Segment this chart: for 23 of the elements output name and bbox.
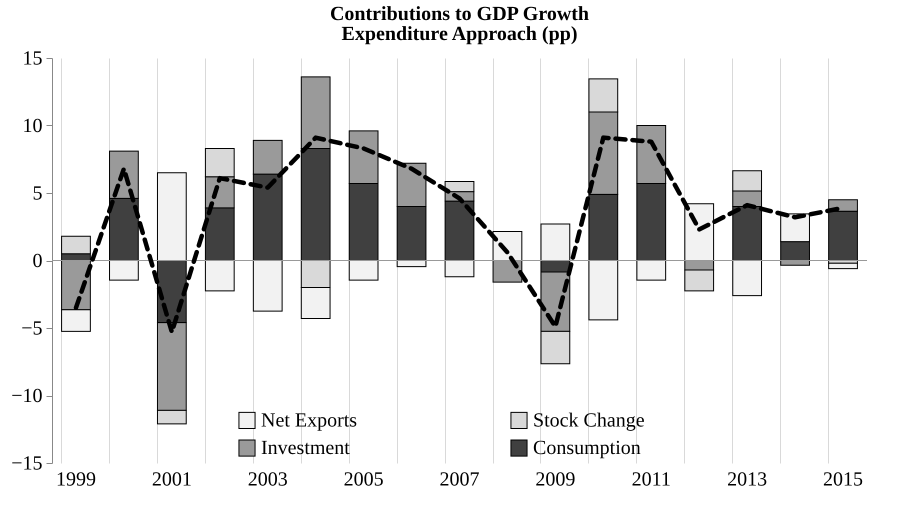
x-tick-label: 2001 bbox=[152, 468, 192, 490]
x-tick-label: 2013 bbox=[727, 468, 768, 490]
bar bbox=[828, 262, 858, 270]
x-tick-label: 1999 bbox=[56, 468, 96, 490]
y-tick-label: 10 bbox=[22, 115, 42, 137]
legend-label: Consumption bbox=[533, 437, 641, 459]
x-tick-label: 2007 bbox=[440, 468, 480, 490]
x-tick-label: 2015 bbox=[823, 468, 864, 490]
y-tick-label: −15 bbox=[11, 452, 42, 474]
legend-label: Stock Change bbox=[533, 409, 645, 432]
chart-subtitle: Expenditure Approach (pp) bbox=[342, 23, 578, 45]
y-tick-label: −10 bbox=[11, 385, 42, 407]
y-tick-label: 5 bbox=[32, 182, 42, 204]
legend-label: Investment bbox=[261, 437, 350, 459]
y-tick-label: 15 bbox=[22, 48, 42, 70]
y-tick-label: 0 bbox=[32, 250, 42, 272]
legend-label: Net Exports bbox=[261, 409, 358, 432]
x-tick-label: 2011 bbox=[632, 468, 671, 490]
x-tick-label: 2009 bbox=[535, 468, 576, 490]
x-tick-label: 2003 bbox=[248, 468, 288, 490]
x-tick-label: 2005 bbox=[344, 468, 384, 490]
chart-title: Contributions to GDP Growth bbox=[330, 3, 590, 25]
y-tick-label: −5 bbox=[21, 318, 42, 340]
